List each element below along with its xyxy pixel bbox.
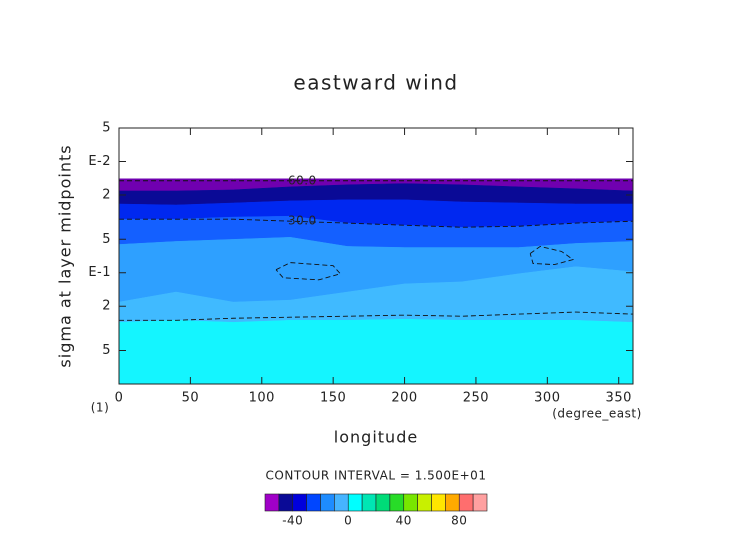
x-tick-label: 0 [115,391,124,406]
chart-title: eastward wind [293,71,458,95]
colorbar-box [292,493,307,512]
colorbar-tick-label: 80 [451,514,467,528]
colorbar-box [361,493,377,512]
contour-label: 30.0 [288,214,317,228]
colorbar-box [320,493,335,512]
x-axis-label: longitude [334,428,418,447]
x-tick-label: 100 [249,391,275,406]
colorbar-box [431,493,446,512]
x-tick-label: 350 [606,391,632,406]
x-tick-label: 250 [463,391,489,406]
contour-line [529,245,575,266]
y-tick-label: 2 [102,299,111,314]
y-tick-label: E-2 [88,154,111,169]
x-tick-label: 300 [534,391,560,406]
colorbar-tick-label: -40 [282,514,303,528]
colorbar-box [403,493,418,512]
x-tick-label: 50 [182,391,200,406]
colorbar-box [306,493,321,512]
contour-label: 60.0 [288,173,317,187]
y-tick-label: 2 [102,187,111,202]
colorbar-box [458,493,474,512]
y-tick-label: 5 [102,232,111,247]
y-tick-label: 5 [102,343,111,358]
colorbar-tick-label: 40 [396,514,412,528]
colorbar-box [347,493,363,512]
contour-line [119,311,634,321]
colorbar-box [445,493,460,512]
colorbar-tick-label: 0 [344,514,352,528]
colorbar-box [278,493,294,512]
y-tick-label: E-1 [88,265,111,280]
plot-area: 60.0 30.0 [118,173,634,385]
y-axis-label: sigma at layer midpoints [56,144,75,367]
colorbar-box [264,493,280,512]
x-tick-label: 200 [391,391,417,406]
contour-band [118,319,634,385]
colorbar-box [472,493,488,512]
colorbar-box [389,493,405,512]
y-tick-label: 5 [102,121,111,136]
y-unit: (1) [91,401,110,415]
colorbar-box [334,493,349,512]
plot-frame [118,127,634,385]
x-tick-label: 150 [320,391,346,406]
contour-line [119,218,634,228]
x-unit: (degree_east) [552,407,642,421]
contour-interval-note: CONTOUR INTERVAL = 1.500E+01 [266,469,487,483]
colorbar-box [375,493,391,512]
colorbar-box [417,493,432,512]
